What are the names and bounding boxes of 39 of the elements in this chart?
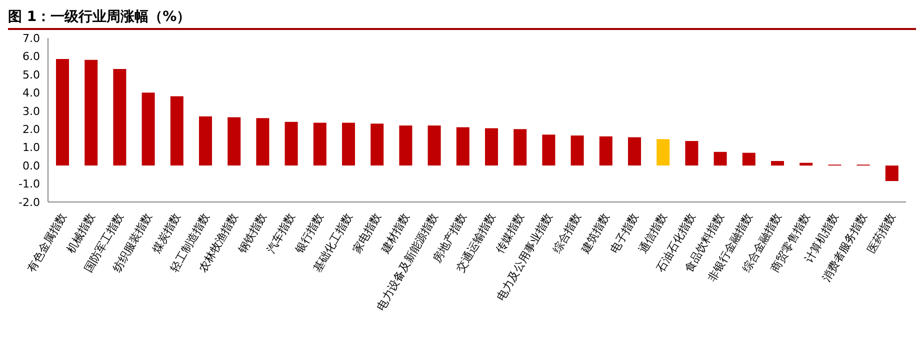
bar bbox=[514, 129, 527, 166]
y-tick-label: 1.0 bbox=[22, 141, 40, 154]
bar bbox=[485, 128, 498, 166]
bar bbox=[885, 166, 898, 182]
bar bbox=[428, 125, 441, 166]
bar bbox=[370, 124, 384, 166]
bar bbox=[456, 127, 470, 166]
bar bbox=[742, 152, 756, 166]
bar bbox=[170, 96, 184, 166]
y-tick-label: 4.0 bbox=[22, 86, 40, 100]
bar bbox=[284, 122, 298, 166]
y-tick-label: 6.0 bbox=[22, 50, 40, 64]
bar bbox=[228, 117, 241, 166]
bar bbox=[342, 122, 355, 166]
bar bbox=[714, 152, 727, 166]
bar bbox=[113, 68, 126, 166]
y-tick-label: 5.0 bbox=[22, 68, 40, 82]
bar bbox=[656, 139, 670, 166]
bar bbox=[313, 122, 326, 166]
bar bbox=[542, 134, 556, 166]
y-tick-label: 0.0 bbox=[22, 159, 40, 172]
y-tick-label: -1.0 bbox=[18, 178, 40, 191]
bar bbox=[628, 137, 641, 166]
bar bbox=[84, 60, 98, 166]
bar bbox=[800, 162, 813, 166]
bar bbox=[142, 92, 155, 166]
bar bbox=[599, 136, 612, 166]
y-tick-label: 2.0 bbox=[22, 123, 40, 136]
bar bbox=[256, 118, 270, 166]
y-tick-label: 3.0 bbox=[22, 104, 40, 118]
bar bbox=[56, 58, 69, 166]
bar bbox=[399, 125, 412, 166]
y-tick-label: 7.0 bbox=[22, 32, 40, 45]
y-tick-label: -2.0 bbox=[18, 196, 40, 209]
chart-title: 图 1：一级行业周涨幅（%） bbox=[8, 8, 916, 30]
bar bbox=[685, 140, 698, 166]
bar bbox=[570, 135, 584, 166]
bar bbox=[771, 161, 784, 166]
bar bbox=[199, 116, 212, 166]
